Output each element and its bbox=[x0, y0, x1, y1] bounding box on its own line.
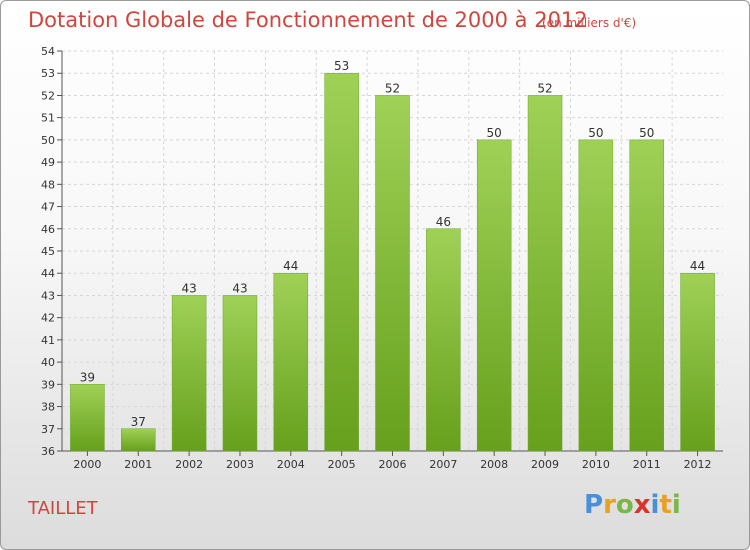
chart-subtitle: (en milliers d'€) bbox=[542, 16, 637, 30]
logo-letter: x bbox=[633, 490, 651, 520]
bar-value-label: 53 bbox=[334, 59, 349, 73]
logo-letter: o bbox=[615, 490, 634, 520]
bar-value-label: 43 bbox=[232, 281, 247, 295]
x-tick-label: 2003 bbox=[226, 458, 254, 471]
x-tick-label: 2008 bbox=[480, 458, 508, 471]
y-tick-label: 54 bbox=[41, 45, 55, 58]
proxiti-logo: Proxiti bbox=[584, 490, 681, 520]
bar-2006 bbox=[375, 95, 410, 452]
x-tick-label: 2009 bbox=[531, 458, 559, 471]
bars bbox=[70, 72, 715, 452]
x-tick-label: 2007 bbox=[429, 458, 457, 471]
x-tick-label: 2001 bbox=[124, 458, 152, 471]
x-tick-label: 2010 bbox=[582, 458, 610, 471]
bar-value-label: 52 bbox=[385, 81, 400, 95]
y-tick-label: 39 bbox=[41, 378, 55, 391]
logo-letter: i bbox=[671, 490, 681, 520]
commune-name: TAILLET bbox=[28, 498, 98, 519]
bar-2010 bbox=[578, 139, 614, 452]
y-tick-label: 51 bbox=[41, 112, 55, 125]
y-tick-label: 45 bbox=[41, 245, 55, 258]
bar-2004 bbox=[273, 272, 309, 452]
labels: 36 37 38 39 40 41 42 43 44 45 46 47 48 49 50 51 52 53 54 39… bbox=[41, 45, 712, 471]
y-tick-label: 40 bbox=[41, 356, 55, 369]
bar-value-label: 44 bbox=[690, 259, 705, 273]
bar-2000 bbox=[70, 384, 105, 452]
y-tick-label: 36 bbox=[41, 445, 55, 458]
y-tick-label: 42 bbox=[41, 312, 55, 325]
y-tick-label: 50 bbox=[41, 134, 55, 147]
y-tick-label: 48 bbox=[41, 178, 55, 191]
bar-2011 bbox=[629, 139, 664, 452]
bar-value-label: 39 bbox=[80, 370, 95, 384]
y-tick-label: 46 bbox=[41, 223, 55, 236]
logo-letter: t bbox=[659, 490, 672, 520]
bar-value-label: 44 bbox=[283, 259, 298, 273]
bar-value-label: 50 bbox=[588, 126, 603, 140]
bar-2009 bbox=[527, 95, 563, 452]
logo-letter: P bbox=[584, 490, 604, 520]
bar-2012 bbox=[680, 272, 715, 452]
bar-value-label: 50 bbox=[487, 126, 502, 140]
y-tick-label: 47 bbox=[41, 201, 55, 214]
y-tick-label: 44 bbox=[41, 267, 55, 280]
bar-value-label: 52 bbox=[537, 81, 552, 95]
bar-value-label: 50 bbox=[639, 126, 654, 140]
x-tick-label: 2004 bbox=[277, 458, 305, 471]
logo-letter: i bbox=[650, 490, 660, 520]
bar-2008 bbox=[476, 139, 512, 452]
bar-2007 bbox=[426, 228, 461, 452]
chart-title: Dotation Globale de Fonctionnement de 20… bbox=[28, 8, 588, 32]
y-tick-label: 38 bbox=[41, 401, 55, 414]
bar-2005 bbox=[324, 72, 359, 452]
bar-value-label: 43 bbox=[181, 281, 196, 295]
y-tick-label: 49 bbox=[41, 156, 55, 169]
x-tick-label: 2005 bbox=[328, 458, 356, 471]
y-tick-label: 52 bbox=[41, 89, 55, 102]
y-tick-label: 37 bbox=[41, 423, 55, 436]
x-tick-label: 2011 bbox=[633, 458, 661, 471]
bar-2003 bbox=[222, 295, 258, 452]
y-tick-label: 43 bbox=[41, 289, 55, 302]
y-tick-label: 53 bbox=[41, 67, 55, 80]
bar-2002 bbox=[171, 295, 207, 452]
x-tick-label: 2012 bbox=[684, 458, 712, 471]
bar-2001 bbox=[121, 428, 156, 452]
bar-value-label: 46 bbox=[436, 215, 451, 229]
bar-value-label: 37 bbox=[131, 415, 146, 429]
logo-letter: r bbox=[603, 490, 616, 520]
x-tick-label: 2002 bbox=[175, 458, 203, 471]
x-tick-label: 2006 bbox=[379, 458, 407, 471]
x-tick-label: 2000 bbox=[73, 458, 101, 471]
y-tick-label: 41 bbox=[41, 334, 55, 347]
